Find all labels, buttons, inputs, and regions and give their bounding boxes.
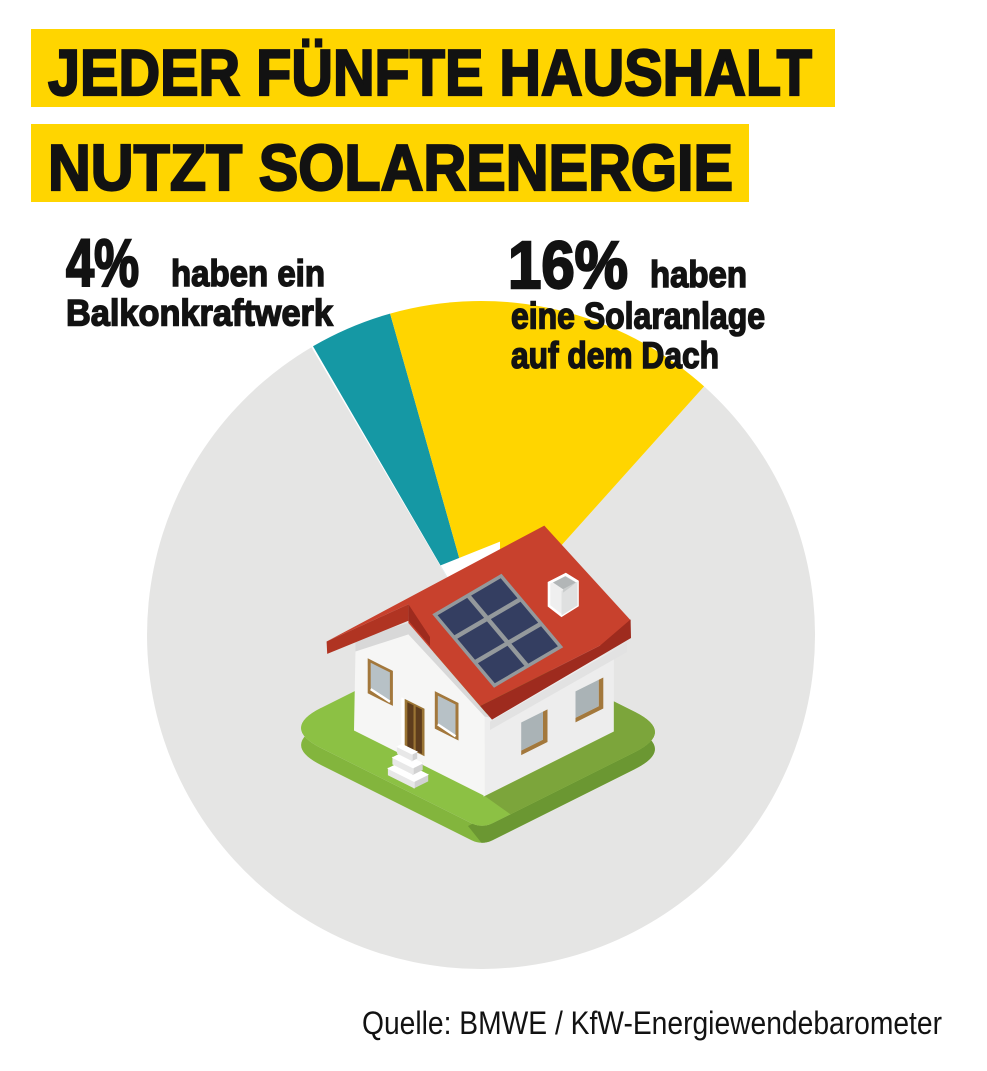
svg-text:eine Solaranlage: eine Solaranlage xyxy=(511,296,765,337)
svg-text:4%: 4% xyxy=(66,226,139,301)
svg-text:NUTZT SOLARENERGIE: NUTZT SOLARENERGIE xyxy=(48,131,733,204)
svg-text:16%: 16% xyxy=(508,228,628,303)
svg-text:auf dem Dach: auf dem Dach xyxy=(511,335,719,376)
svg-text:Balkonkraftwerk: Balkonkraftwerk xyxy=(66,293,333,334)
svg-text:Quelle: BMWE / KfW-Energiewend: Quelle: BMWE / KfW-Energiewendebarometer xyxy=(362,1005,942,1041)
svg-text:haben: haben xyxy=(650,254,747,295)
svg-text:JEDER FÜNFTE HAUSHALT: JEDER FÜNFTE HAUSHALT xyxy=(48,36,812,109)
svg-text:haben ein: haben ein xyxy=(171,253,325,294)
